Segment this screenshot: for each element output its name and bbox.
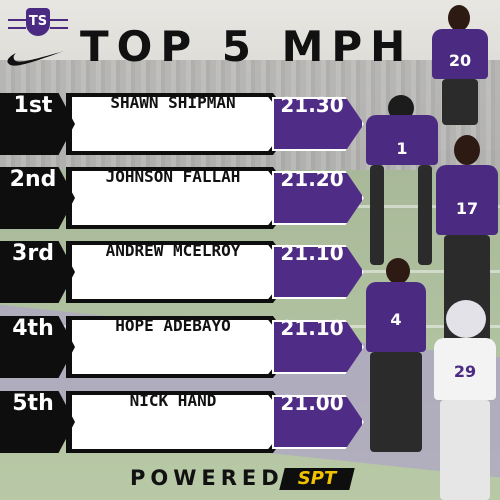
swoosh-icon bbox=[7, 51, 65, 66]
jersey-number: 1 bbox=[396, 139, 408, 158]
player-legs bbox=[440, 400, 490, 500]
speed-badge bbox=[272, 395, 364, 449]
shield-icon: TS bbox=[26, 8, 50, 36]
leaderboard-row: ANDREW MCELROY 3rd 21.10 bbox=[0, 241, 370, 303]
name-banner bbox=[72, 395, 290, 449]
player-jersey bbox=[432, 29, 488, 79]
name-banner bbox=[72, 320, 290, 374]
leaderboard-row: HOPE ADEBAYO 4th 21.10 bbox=[0, 316, 370, 378]
player-head bbox=[386, 258, 410, 284]
jersey-number: 4 bbox=[390, 310, 402, 329]
logo-wing-right bbox=[50, 19, 68, 29]
player-name: JOHNSON FALLAH bbox=[105, 167, 241, 186]
player-jersey bbox=[436, 165, 498, 235]
name-banner bbox=[72, 245, 290, 299]
speed-badge bbox=[272, 97, 364, 151]
jersey-number: 29 bbox=[453, 362, 477, 381]
player-legs bbox=[442, 79, 478, 125]
rank-label: 3rd bbox=[12, 241, 54, 266]
leaderboard-row: JOHNSON FALLAH 2nd 21.20 bbox=[0, 167, 370, 229]
speed-value: 21.00 bbox=[280, 391, 344, 415]
player-name: ANDREW MCELROY bbox=[105, 241, 241, 260]
player-legs bbox=[370, 352, 422, 452]
speed-value: 21.10 bbox=[280, 316, 344, 340]
rank-label: 4th bbox=[12, 316, 54, 341]
rank-label: 2nd bbox=[9, 167, 57, 192]
jersey-number: 17 bbox=[455, 199, 479, 218]
rank-badge bbox=[0, 391, 75, 453]
name-banner bbox=[72, 97, 290, 151]
spt-logo: SPT bbox=[297, 468, 337, 489]
jersey-number: 20 bbox=[448, 51, 472, 70]
rank-badge bbox=[0, 93, 75, 155]
speed-badge bbox=[272, 320, 364, 374]
player-helmet bbox=[446, 300, 486, 338]
logo-wing-left bbox=[8, 19, 26, 29]
player-leg-left bbox=[370, 165, 384, 265]
rank-label: 5th bbox=[12, 391, 54, 416]
player-name: SHAWN SHIPMAN bbox=[110, 93, 236, 112]
speed-value: 21.30 bbox=[280, 93, 344, 117]
player-leg-right bbox=[418, 165, 432, 265]
leaderboard-row: NICK HAND 5th 21.00 bbox=[0, 391, 370, 453]
player-jersey bbox=[366, 115, 438, 165]
speed-badge bbox=[272, 245, 364, 299]
player-jersey bbox=[366, 282, 426, 352]
player-jersey bbox=[434, 338, 496, 400]
team-logo: TS bbox=[8, 6, 68, 40]
player-head bbox=[448, 5, 470, 31]
rank-label: 1st bbox=[13, 93, 53, 118]
player-name: NICK HAND bbox=[129, 391, 217, 410]
page-title: TOP 5 MPH bbox=[80, 22, 414, 71]
name-banner bbox=[72, 171, 290, 225]
rank-badge bbox=[0, 316, 75, 378]
speed-value: 21.10 bbox=[280, 241, 344, 265]
rank-badge bbox=[0, 167, 75, 229]
speed-badge bbox=[272, 171, 364, 225]
player-head bbox=[454, 135, 480, 165]
speed-value: 21.20 bbox=[280, 167, 344, 191]
rank-badge bbox=[0, 241, 75, 303]
leaderboard-row: SHAWN SHIPMAN 1st 21.30 bbox=[0, 93, 370, 155]
player-name: HOPE ADEBAYO bbox=[115, 316, 231, 335]
